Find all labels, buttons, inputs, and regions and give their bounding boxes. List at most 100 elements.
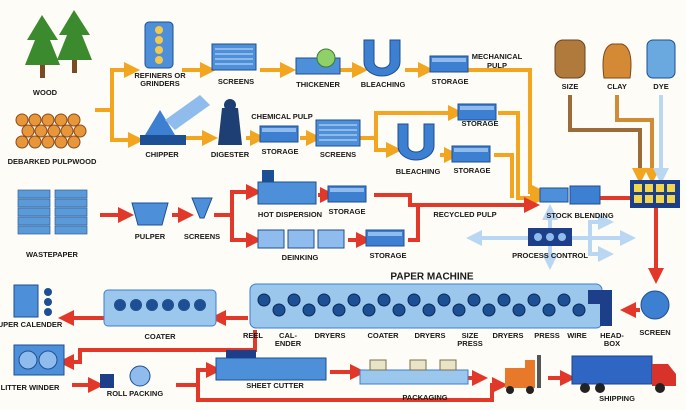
label: WIRE	[567, 331, 587, 340]
label: PULPER	[135, 232, 166, 241]
headbox	[588, 290, 612, 326]
log	[54, 113, 68, 127]
roller	[347, 293, 361, 307]
super-calender	[13, 284, 39, 318]
roller	[407, 293, 421, 307]
flow-arrows	[58, 62, 669, 402]
paper-bale	[17, 198, 51, 208]
log	[47, 124, 61, 138]
panel-light	[634, 184, 642, 192]
roller	[557, 293, 571, 307]
dye-barrel	[646, 39, 676, 79]
label: CLAY	[607, 82, 627, 91]
forklift-wheel	[506, 386, 514, 394]
label: SIZE	[562, 82, 579, 91]
log	[15, 113, 29, 127]
paper-bale	[54, 216, 88, 226]
log	[28, 135, 42, 149]
sheet-cutter	[215, 357, 327, 381]
panel-light	[645, 184, 653, 192]
label: SCREENS	[184, 232, 220, 241]
thickener-drum	[316, 48, 336, 68]
roller	[452, 303, 466, 317]
label: PACKAGING	[402, 393, 447, 402]
panel-light	[656, 195, 664, 203]
roller	[317, 293, 331, 307]
label: WOOD	[33, 88, 58, 97]
size-barrel	[554, 39, 586, 79]
label: STORAGE	[462, 119, 499, 128]
label: DIGESTER	[211, 150, 250, 159]
label: BLEACHING	[361, 80, 406, 89]
paper-bale	[54, 189, 88, 199]
roller	[527, 293, 541, 307]
forklift-mast	[537, 355, 541, 388]
roller	[512, 303, 526, 317]
forklift	[505, 360, 535, 388]
label: REEL	[243, 331, 263, 340]
chipper-base	[140, 135, 186, 145]
label: UPER CALENDER	[0, 320, 63, 329]
log	[73, 124, 87, 138]
label: SHIPPING	[599, 394, 635, 403]
roller	[362, 303, 376, 317]
tree	[25, 15, 60, 65]
coater	[103, 289, 217, 327]
clay-bag	[602, 43, 632, 79]
refiner-disc	[155, 46, 163, 54]
label: CAL-	[279, 331, 297, 340]
label: DRYERS	[415, 331, 446, 340]
label: STORAGE	[432, 77, 469, 86]
deinking-cell	[317, 229, 345, 249]
label: HOT DISPERSION	[258, 210, 322, 219]
pulper	[131, 202, 169, 226]
dial	[558, 233, 566, 241]
log	[67, 135, 81, 149]
label: DEBARKED PULPWOOD	[8, 157, 97, 166]
label: PRESS	[534, 331, 559, 340]
panel-light	[667, 184, 675, 192]
calender-roll	[44, 298, 52, 306]
package	[369, 359, 387, 371]
label: PROCESS CONTROL	[512, 251, 588, 260]
digester-top	[224, 99, 236, 111]
coater-roller	[194, 299, 206, 311]
forklift-wheel	[526, 386, 534, 394]
label: MECHANICAL	[472, 52, 523, 61]
coater-roller	[178, 299, 190, 311]
dispersion-hopper	[262, 170, 274, 182]
log	[21, 124, 35, 138]
roller	[572, 303, 586, 317]
roller	[542, 303, 556, 317]
label: SHEET CUTTER	[246, 381, 304, 390]
chipper	[145, 110, 175, 135]
label: GRINDERS	[140, 79, 180, 88]
label: DEINKING	[282, 253, 319, 262]
truck-wheel	[580, 383, 590, 393]
refiner-disc	[155, 26, 163, 34]
log	[67, 113, 81, 127]
bleaching-tower	[397, 123, 435, 161]
label: COATER	[367, 331, 399, 340]
roller	[272, 303, 286, 317]
deinking-cell	[287, 229, 315, 249]
log	[34, 124, 48, 138]
packed-roll	[129, 365, 151, 387]
coater-roller	[130, 299, 142, 311]
coater-roller	[162, 299, 174, 311]
coater-roller	[114, 299, 126, 311]
label: REFINERS OR	[134, 71, 186, 80]
label: STORAGE	[454, 166, 491, 175]
package	[439, 359, 457, 371]
panel-light	[634, 195, 642, 203]
tree-trunk	[40, 60, 45, 78]
equipment-icons	[13, 10, 680, 394]
paper-bale	[54, 198, 88, 208]
roller	[302, 303, 316, 317]
label: SCREENS	[218, 77, 254, 86]
label: WASTEPAPER	[26, 250, 79, 259]
roller	[392, 303, 406, 317]
label: RECYCLED PULP	[433, 210, 496, 219]
roller	[482, 303, 496, 317]
paper-bale	[54, 225, 88, 235]
